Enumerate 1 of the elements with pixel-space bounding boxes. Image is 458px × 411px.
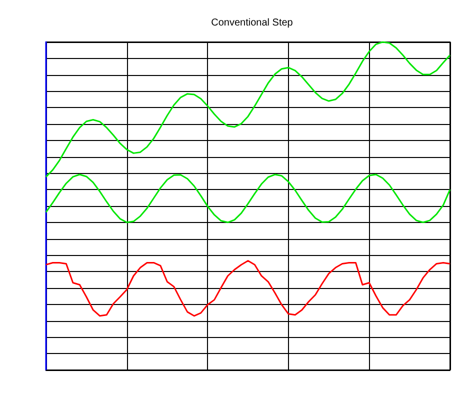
chart-title: Conventional Step — [211, 18, 294, 28]
